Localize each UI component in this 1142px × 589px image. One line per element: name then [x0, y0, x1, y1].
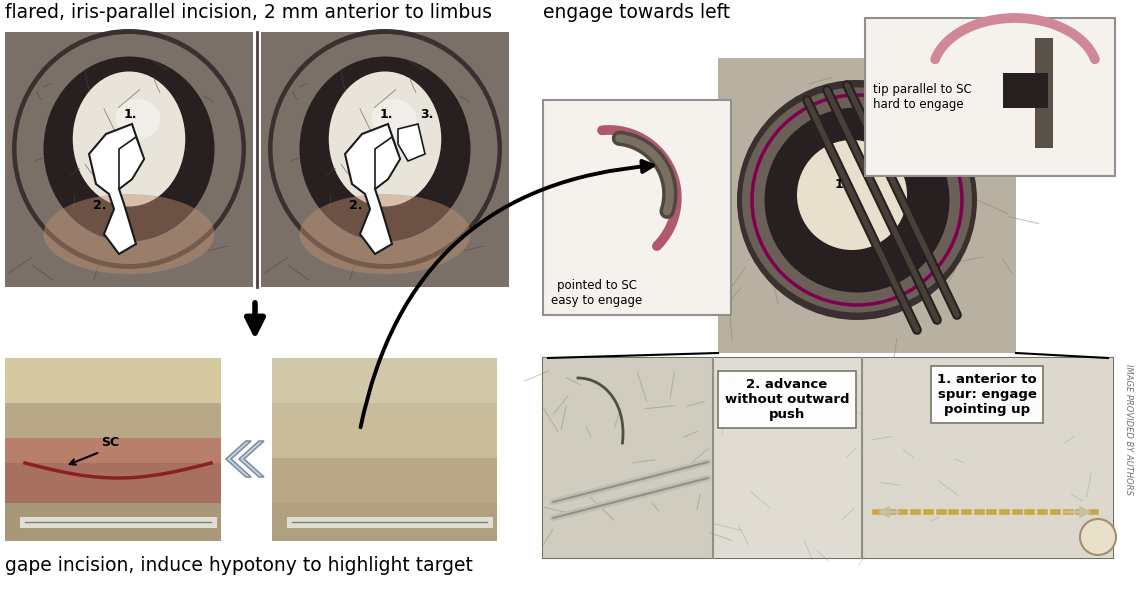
Ellipse shape: [43, 194, 215, 274]
Polygon shape: [375, 137, 400, 189]
Ellipse shape: [329, 71, 441, 207]
Ellipse shape: [43, 57, 215, 241]
Ellipse shape: [115, 99, 161, 139]
Ellipse shape: [16, 34, 241, 264]
Ellipse shape: [742, 88, 972, 313]
Bar: [5, 358, 222, 403]
Ellipse shape: [764, 108, 949, 293]
Bar: [272, 503, 497, 541]
Text: 1: 1: [835, 178, 844, 191]
Bar: [718, 58, 1016, 353]
Bar: [272, 403, 497, 458]
Bar: [713, 358, 862, 558]
Polygon shape: [345, 124, 400, 254]
Bar: [5, 438, 222, 463]
Ellipse shape: [737, 80, 978, 320]
Ellipse shape: [299, 194, 471, 274]
Text: IMAGE PROVIDED BY AUTHORS: IMAGE PROVIDED BY AUTHORS: [1124, 365, 1133, 495]
Text: engage towards left: engage towards left: [542, 3, 730, 22]
Bar: [5, 403, 222, 443]
Polygon shape: [239, 441, 264, 477]
Bar: [5, 358, 222, 541]
Text: 2. advance
without outward
push: 2. advance without outward push: [725, 378, 850, 421]
Bar: [272, 358, 497, 541]
Bar: [864, 18, 1115, 176]
Polygon shape: [399, 124, 425, 161]
Polygon shape: [119, 137, 144, 189]
Ellipse shape: [273, 34, 498, 264]
Text: 2.: 2.: [93, 199, 106, 212]
Bar: [1003, 73, 1047, 108]
Bar: [1035, 38, 1053, 148]
Ellipse shape: [73, 71, 185, 207]
Ellipse shape: [268, 29, 502, 269]
Text: flared, iris-parallel incision, 2 mm anterior to limbus: flared, iris-parallel incision, 2 mm ant…: [5, 3, 492, 22]
Text: tip parallel to SC
hard to engage: tip parallel to SC hard to engage: [872, 83, 972, 111]
Ellipse shape: [299, 57, 471, 241]
Bar: [542, 358, 1113, 558]
Text: 2.: 2.: [348, 199, 362, 212]
Bar: [5, 503, 222, 541]
Ellipse shape: [13, 29, 246, 269]
Circle shape: [1080, 519, 1116, 555]
Bar: [272, 458, 497, 541]
Bar: [862, 358, 1113, 558]
Ellipse shape: [371, 99, 417, 139]
Text: pointed to SC
easy to engage: pointed to SC easy to engage: [550, 279, 642, 307]
Text: gape incision, induce hypotony to highlight target: gape incision, induce hypotony to highli…: [5, 556, 473, 575]
Polygon shape: [226, 441, 251, 477]
Text: SC: SC: [100, 436, 119, 449]
Bar: [272, 358, 497, 403]
Bar: [262, 32, 509, 287]
Ellipse shape: [797, 140, 907, 250]
Bar: [718, 58, 1016, 353]
Bar: [542, 358, 713, 558]
Text: 1.: 1.: [124, 108, 137, 121]
Polygon shape: [89, 124, 144, 254]
Text: 3.: 3.: [420, 108, 433, 121]
Bar: [542, 100, 731, 315]
Bar: [1035, 38, 1053, 148]
Bar: [5, 438, 222, 503]
Text: 1.: 1.: [380, 108, 394, 121]
Bar: [5, 32, 254, 287]
Text: 1. anterior to
spur: engage
pointing up: 1. anterior to spur: engage pointing up: [938, 373, 1037, 416]
